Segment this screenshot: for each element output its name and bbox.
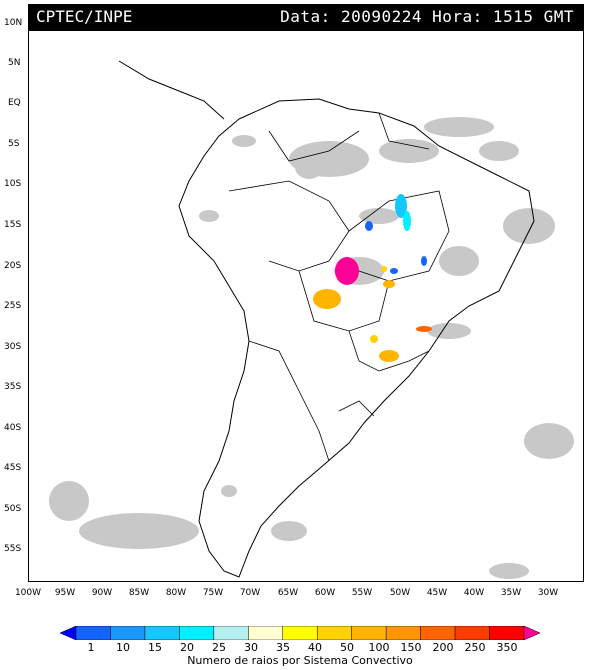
lon-label: 95W — [54, 588, 76, 598]
lon-label: 35W — [500, 588, 522, 598]
lat-label: 5S — [8, 139, 20, 149]
lon-label: 40W — [463, 588, 485, 598]
lon-label: 55W — [351, 588, 373, 598]
lon-label: 85W — [128, 588, 150, 598]
colorbar-tick-label: 35 — [276, 641, 290, 654]
colorbar-tick-label: 250 — [464, 641, 486, 654]
colorbar-tick-label: 200 — [432, 641, 454, 654]
lat-label: 50S — [4, 504, 22, 514]
colorbar-segment — [523, 626, 540, 640]
colorbar-tick-label: 20 — [180, 641, 194, 654]
colorbar-segment — [144, 626, 180, 640]
lon-label: 80W — [165, 588, 187, 598]
colorbar-segment — [316, 626, 352, 640]
colorbar-tick-label: 50 — [340, 641, 354, 654]
lat-label: 40S — [4, 423, 22, 433]
lat-label: 5N — [8, 58, 21, 68]
colorbar-segment — [489, 626, 525, 640]
lat-label: 55S — [4, 544, 22, 554]
lat-label: 45S — [4, 463, 22, 473]
colorbar-tick-label: 150 — [400, 641, 422, 654]
colorbar-tick-label: 40 — [308, 641, 322, 654]
cloud-cover — [49, 117, 574, 579]
colorbar-tick-label: 15 — [148, 641, 162, 654]
colorbar-tick-label: 10 — [116, 641, 130, 654]
colorbar-segment — [213, 626, 249, 640]
colorbar-segment — [248, 626, 284, 640]
lat-label: 25S — [4, 301, 22, 311]
lon-label: 90W — [91, 588, 113, 598]
colorbar-segment — [110, 626, 146, 640]
colorbar-segment — [454, 626, 490, 640]
lat-label: 20S — [4, 261, 22, 271]
colorbar-tick-label: 1 — [87, 641, 95, 654]
map-header: CPTEC/INPE Data: 20090224 Hora: 1515 GMT — [28, 4, 584, 30]
lat-label: 15S — [4, 220, 22, 230]
colorbar-segment — [179, 626, 215, 640]
map-frame — [28, 30, 584, 582]
colorbar-segment — [282, 626, 318, 640]
lon-label: 60W — [314, 588, 336, 598]
country-borders — [228, 112, 450, 462]
colorbar-segment — [351, 626, 387, 640]
source-label: CPTEC/INPE — [36, 7, 133, 26]
colorbar — [60, 626, 540, 640]
colorbar-caption: Numero de raios por Sistema Convectivo — [187, 654, 413, 667]
colorbar-segment — [60, 626, 77, 640]
colorbar-tick-label: 30 — [244, 641, 258, 654]
lon-label: 70W — [239, 588, 261, 598]
lat-label: 35S — [4, 382, 22, 392]
lat-label: EQ — [8, 98, 21, 108]
map-canvas — [49, 60, 574, 579]
colorbar-tick-label: 350 — [496, 641, 518, 654]
datetime-label: Data: 20090224 Hora: 1515 GMT — [280, 7, 574, 26]
colorbar-segment — [385, 626, 421, 640]
colorbar-segment — [75, 626, 111, 640]
lat-label: 10S — [4, 179, 22, 189]
lat-label: 30S — [4, 342, 22, 352]
colorbar-tick-label: 100 — [368, 641, 390, 654]
colorbar-tick-label: 25 — [212, 641, 226, 654]
lightning-clusters — [313, 194, 432, 362]
lon-label: 65W — [277, 588, 299, 598]
central-america-coast — [118, 60, 225, 120]
lon-label: 45W — [426, 588, 448, 598]
lon-label: 50W — [389, 588, 411, 598]
lat-label: 10N — [4, 18, 23, 28]
lon-label: 75W — [202, 588, 224, 598]
colorbar-segment — [420, 626, 456, 640]
lon-label: 30W — [537, 588, 559, 598]
continent-coastline — [178, 98, 535, 578]
lon-label: 100W — [14, 588, 42, 598]
